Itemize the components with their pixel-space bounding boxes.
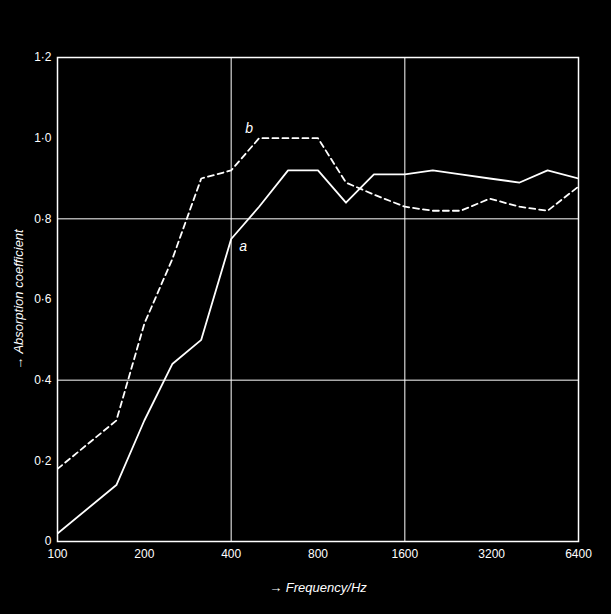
svg-text:0·6: 0·6 [34, 292, 52, 306]
svg-text:0·4: 0·4 [34, 373, 52, 387]
svg-text:0: 0 [44, 534, 52, 549]
svg-text:1·2: 1·2 [34, 50, 52, 64]
svg-text:1600: 1600 [391, 547, 418, 561]
svg-text:6400: 6400 [565, 547, 592, 561]
svg-text:200: 200 [134, 547, 154, 561]
svg-text:0·8: 0·8 [34, 212, 52, 226]
svg-text:3200: 3200 [478, 547, 505, 561]
svg-text:1·0: 1·0 [34, 131, 52, 145]
svg-text:0·2: 0·2 [34, 454, 52, 468]
svg-text:400: 400 [221, 547, 241, 561]
svg-text:b: b [245, 120, 253, 136]
svg-text:→ Frequency/Hz: → Frequency/Hz [269, 580, 367, 595]
svg-text:100: 100 [47, 547, 67, 561]
svg-text:800: 800 [308, 547, 328, 561]
svg-text:a: a [239, 238, 247, 254]
svg-text:→ Absorption coefficient: → Absorption coefficient [11, 228, 26, 370]
